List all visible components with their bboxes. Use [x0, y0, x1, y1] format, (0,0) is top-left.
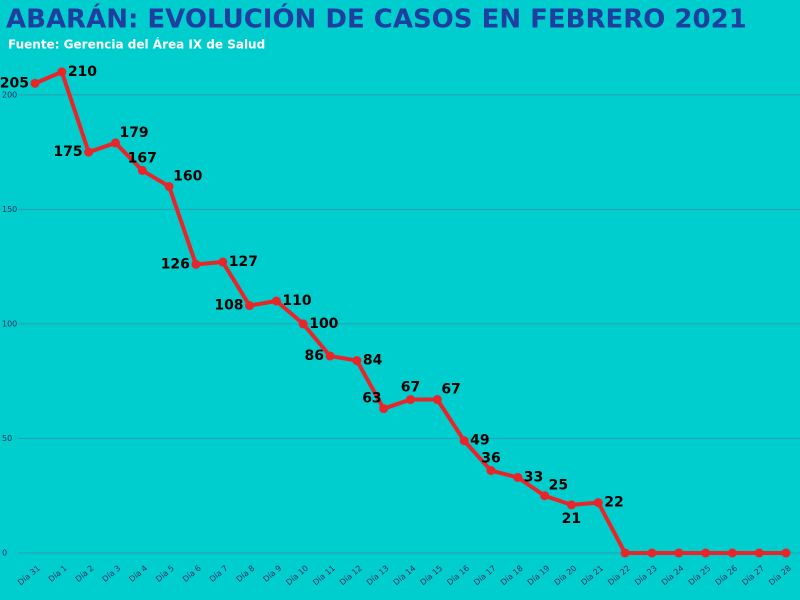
point [781, 548, 791, 558]
y-tick-label: 150 [2, 205, 17, 214]
point [674, 548, 684, 558]
point [352, 356, 362, 366]
point [191, 259, 201, 269]
point [701, 548, 711, 558]
data-label: 205 [0, 75, 29, 91]
point [164, 181, 174, 191]
data-label: 67 [401, 380, 420, 396]
point [486, 466, 496, 476]
data-label: 25 [549, 478, 568, 494]
point [110, 138, 120, 148]
data-label: 126 [161, 256, 190, 272]
point [432, 395, 442, 405]
point [647, 548, 657, 558]
y-tick-label: 200 [2, 90, 17, 99]
point [57, 67, 67, 77]
point [325, 351, 335, 361]
data-label: 100 [309, 316, 338, 332]
data-label: 110 [282, 293, 311, 309]
point [754, 548, 764, 558]
point [137, 165, 147, 175]
point [540, 491, 550, 501]
y-tick-label: 50 [2, 434, 12, 443]
data-label: 160 [173, 168, 202, 184]
chart-title: ABARÁN: EVOLUCIÓN DE CASOS EN FEBRERO 20… [6, 3, 747, 35]
point [727, 548, 737, 558]
point [218, 257, 228, 267]
point [298, 319, 308, 329]
data-label: 210 [68, 64, 97, 80]
data-label: 67 [441, 382, 460, 398]
point [406, 395, 415, 405]
point [84, 147, 94, 157]
data-label: 63 [362, 391, 381, 407]
data-label: 108 [214, 298, 243, 314]
data-label: 33 [524, 469, 543, 485]
data-label: 167 [128, 150, 157, 166]
chart-subtitle: Fuente: Gerencia del Área IX de Salud [8, 37, 265, 52]
y-tick-label: 100 [2, 319, 17, 328]
point [30, 78, 40, 88]
point [593, 498, 603, 508]
point [245, 301, 255, 311]
point [620, 548, 630, 558]
data-label: 175 [53, 144, 82, 160]
point [513, 472, 523, 482]
point [271, 296, 281, 306]
data-label: 22 [604, 495, 623, 511]
y-tick-label: 0 [2, 549, 7, 558]
point [459, 436, 469, 446]
data-label: 21 [562, 511, 581, 527]
data-label: 127 [229, 254, 258, 270]
data-label: 179 [119, 125, 148, 141]
data-label: 36 [481, 451, 500, 467]
point [566, 500, 576, 510]
data-label: 49 [470, 433, 489, 449]
data-label: 84 [363, 353, 383, 369]
point [379, 404, 389, 414]
data-label: 86 [305, 348, 324, 364]
